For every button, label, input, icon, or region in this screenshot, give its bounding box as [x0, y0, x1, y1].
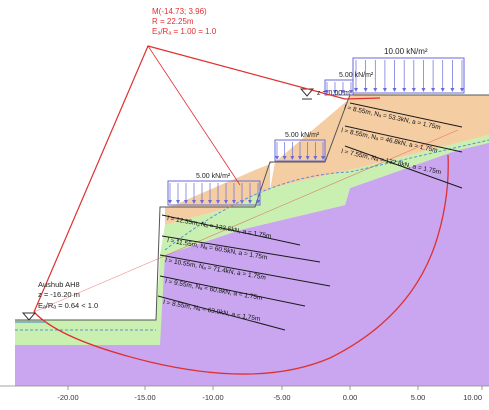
failure-ray — [147, 45, 241, 186]
load-label: 5.00 kN/m² — [285, 132, 320, 139]
soil-layer-bottom — [15, 143, 489, 386]
load-arrow-head — [256, 200, 260, 204]
load-arrow-head — [382, 88, 387, 92]
ground-profile-line — [15, 94, 489, 321]
excavation-water-icon — [21, 312, 37, 321]
soil-layer-middle — [15, 135, 489, 345]
anchor-line — [344, 145, 463, 189]
failure-wedge — [33, 45, 381, 313]
x-tick-label: -5.00 — [273, 393, 290, 402]
load-arrow-head — [341, 90, 345, 94]
load-arrow-head — [349, 90, 353, 94]
surface-load-top-left: 5.00 kN/m² — [324, 72, 374, 96]
load-box — [324, 79, 354, 96]
load-label: 5.00 kN/m² — [196, 173, 231, 180]
excavation-depth: z = -16.20 m — [38, 290, 80, 299]
anchor-line — [157, 295, 286, 331]
load-arrow-head — [275, 156, 279, 160]
load-arrow-head — [431, 88, 436, 92]
load-arrow-head — [402, 88, 407, 92]
anchor-line — [161, 235, 321, 263]
load-arrow-head — [232, 200, 236, 204]
load-arrow-head — [298, 156, 302, 160]
load-arrow-head — [224, 200, 228, 204]
circle-center: M(-14.73; 3.96) — [152, 7, 207, 16]
x-tick-label: -10.00 — [202, 393, 223, 402]
load-arrow-head — [176, 200, 180, 204]
failure-circle — [33, 154, 449, 375]
load-arrow-head — [216, 200, 220, 204]
load-label: 5.00 kN/m² — [339, 72, 374, 79]
load-arrow-head — [421, 88, 426, 92]
anchor-line — [161, 214, 301, 246]
load-arrow-head — [411, 88, 416, 92]
load-box — [352, 57, 465, 94]
circle-ratio: Eₐ/Rₐ = 1.00 = 1.0 — [152, 27, 217, 36]
circle-radius: R = 22.25m — [152, 17, 194, 26]
x-tick-label: 10.00 — [463, 393, 482, 402]
load-arrow-head — [440, 88, 445, 92]
load-arrow-head — [325, 90, 329, 94]
load-arrow-head — [333, 90, 337, 94]
load-arrow-head — [290, 156, 295, 160]
excavation-info: Aushub AH8 z = -16.20 m Eₐ/Rₐ = 0.64 < 1… — [15, 280, 98, 323]
x-tick-label: 0.00 — [343, 393, 358, 402]
load-arrow-head — [208, 200, 212, 204]
water-level-label: z = 0.00 m — [317, 90, 350, 97]
x-tick-label: 5.00 — [411, 393, 426, 402]
anchor-line — [349, 102, 463, 128]
soil-layer-top — [165, 94, 489, 225]
load-arrow-head — [392, 88, 397, 92]
failure-chord — [33, 129, 459, 313]
load-arrow-head — [313, 156, 318, 160]
excavation-title: Aushub AH8 — [38, 280, 80, 289]
load-box — [274, 139, 326, 162]
load-arrow-head — [354, 88, 358, 92]
load-arrow-head — [282, 156, 287, 160]
soil-layer-shoulder — [165, 162, 275, 207]
load-arrow-head — [460, 88, 464, 92]
x-tick-label: -20.00 — [57, 393, 78, 402]
x-axis: -20.00 -15.00 -10.00 -5.00 0.00 5.00 10.00 — [0, 385, 489, 402]
load-arrow-head — [200, 200, 204, 204]
seepage-line — [164, 139, 489, 251]
surface-load-middle: 5.00 kN/m² — [274, 132, 326, 162]
load-arrow-head — [373, 88, 378, 92]
load-arrow-head — [450, 88, 455, 92]
load-arrow-head — [168, 200, 172, 204]
load-label: 10.00 kN/m² — [384, 47, 428, 56]
load-arrow-head — [363, 88, 368, 92]
anchor-line — [159, 275, 306, 307]
excavation-ratio: Eₐ/Rₐ = 0.64 < 1.0 — [38, 301, 98, 310]
x-tick-label: -15.00 — [134, 393, 155, 402]
surface-load-left: 5.00 kN/m² — [167, 173, 261, 206]
load-arrow-head — [305, 156, 310, 160]
failure-circle-label: M(-14.73; 3.96) R = 22.25m Eₐ/Rₐ = 1.00 … — [152, 7, 217, 36]
load-arrow-head — [321, 156, 325, 160]
surface-load-right: 10.00 kN/m² — [352, 47, 465, 94]
anchor-line — [344, 125, 463, 153]
load-arrow-head — [192, 200, 196, 204]
anchor-line — [159, 254, 331, 287]
load-arrow-head — [184, 200, 188, 204]
load-arrow-head — [248, 200, 252, 204]
